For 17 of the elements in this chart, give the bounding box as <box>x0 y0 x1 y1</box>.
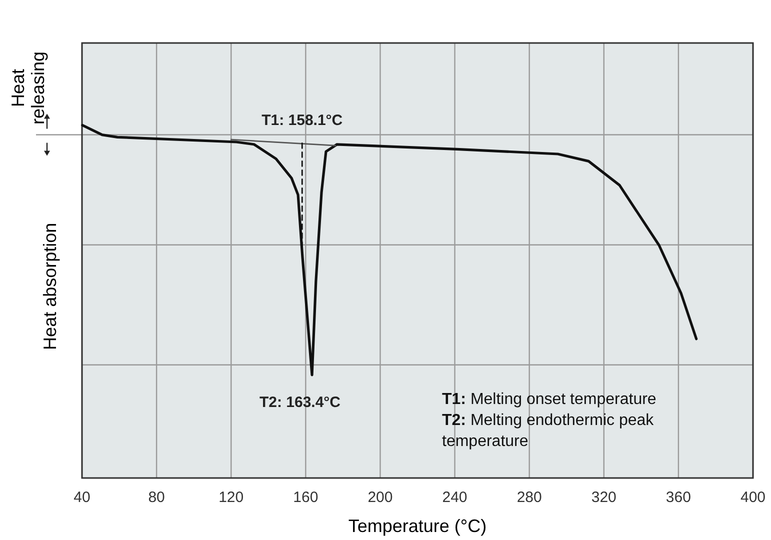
x-tick-label: 160 <box>293 489 318 506</box>
x-tick-label: 80 <box>148 489 165 506</box>
y-axis-title: Heat absorption <box>40 222 60 350</box>
text: T2: Melting endothermic peak temperature <box>442 412 655 450</box>
text: Heat releasing <box>8 51 48 125</box>
x-tick-label: 120 <box>218 489 244 506</box>
x-tick-label: 40 <box>74 489 90 506</box>
x-tick-label: 320 <box>591 489 616 506</box>
x-tick-label: 240 <box>442 489 468 506</box>
annotation: T2: 163.4°C <box>259 394 341 411</box>
x-axis-title: Temperature (°C) <box>348 516 487 536</box>
annotation: T1: 158.1°C <box>262 112 343 130</box>
x-tick-label: 280 <box>516 489 542 506</box>
x-tick-label: 400 <box>740 489 766 506</box>
text: T1: Melting onset temperature <box>442 391 656 408</box>
x-tick-label: 360 <box>666 489 691 506</box>
x-tick-label: 200 <box>368 489 393 506</box>
